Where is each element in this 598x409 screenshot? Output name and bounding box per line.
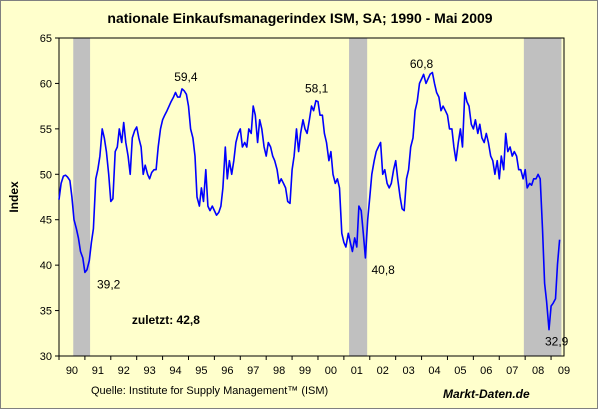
x-tick-label: 06	[480, 365, 492, 377]
brand-logo-text: Markt-Daten.de	[443, 387, 530, 401]
x-tick-label: 99	[299, 365, 311, 377]
data-label: 39,2	[97, 277, 121, 291]
x-tick-label: 98	[273, 365, 285, 377]
y-tick-label: 55	[40, 124, 52, 136]
x-tick-label: 91	[92, 365, 104, 377]
latest-value-note: zuletzt: 42,8	[132, 313, 200, 327]
x-tick-label: 97	[247, 365, 259, 377]
x-tick-label: 04	[428, 365, 440, 377]
x-tick-label: 94	[169, 365, 181, 377]
x-tick-label: 96	[221, 365, 233, 377]
data-label: 32,9	[545, 335, 569, 349]
x-tick-label: 07	[506, 365, 518, 377]
annotations: 59,4 58,1 60,8 39,2 40,8 32,9 zuletzt: 42,8	[97, 57, 569, 348]
x-tick-label: 09	[558, 365, 570, 377]
x-tick-label: 01	[351, 365, 363, 377]
data-label: 59,4	[174, 70, 198, 84]
recession-band-0	[73, 38, 91, 356]
axes: 30 35 40 45 50 55 60 65 90 91 92 93 94 95 96 97 98 99 00 01…	[40, 33, 570, 377]
x-tick-label: 03	[402, 365, 414, 377]
y-tick-label: 30	[40, 351, 52, 363]
series-line-0	[58, 71, 561, 331]
data-label: 60,8	[410, 57, 434, 71]
y-tick-label: 35	[40, 306, 52, 318]
x-tick-label: 05	[454, 365, 466, 377]
data-label: 58,1	[305, 82, 329, 96]
x-tick-label: 90	[66, 365, 78, 377]
series	[58, 71, 561, 331]
x-tick-label: 02	[377, 365, 389, 377]
x-tick-label: 00	[325, 365, 337, 377]
y-tick-label: 50	[40, 169, 52, 181]
x-tick-label: 08	[532, 365, 544, 377]
y-tick-label: 40	[40, 260, 52, 272]
x-tick-label: 93	[144, 365, 156, 377]
x-tick-label: 95	[195, 365, 207, 377]
source-note: Quelle: Institute for Supply Management™…	[91, 385, 329, 397]
y-tick-label: 65	[40, 33, 52, 45]
recession-band-2	[523, 38, 562, 356]
recession-band-1	[349, 38, 368, 356]
recession-bands	[73, 38, 562, 356]
x-tick-label: 92	[118, 365, 130, 377]
data-label: 40,8	[371, 263, 395, 277]
chart-title: nationale Einkaufsmanagerindex ISM, SA; …	[107, 10, 493, 26]
y-tick-label: 45	[40, 215, 52, 227]
y-tick-label: 60	[40, 78, 52, 90]
y-axis-label: Index	[7, 181, 21, 213]
